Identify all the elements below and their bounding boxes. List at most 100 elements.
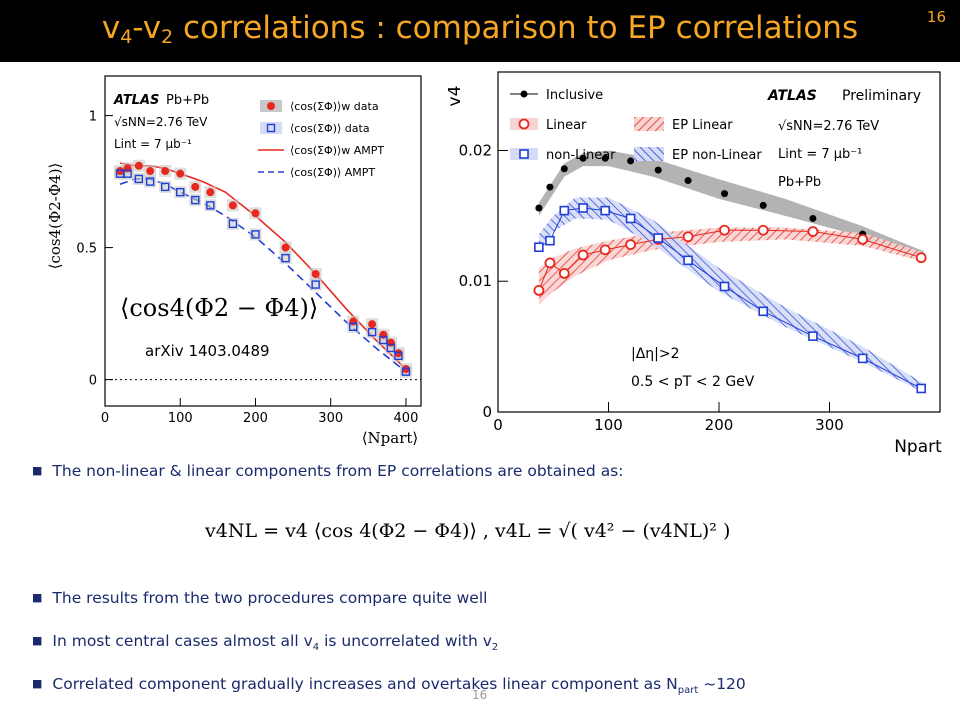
right-y-tick-label: 0.02 (459, 141, 492, 159)
left-data-point (368, 320, 377, 329)
left-y-tick-label: 0 (89, 374, 97, 389)
left-data-point (176, 187, 185, 197)
right-data-point (721, 190, 729, 198)
right-data-point (601, 154, 609, 162)
right-data-point (546, 183, 554, 191)
left-data-point (281, 243, 290, 252)
left-data-point (228, 219, 238, 229)
bullet-item: ■ In most central cases almost all v4 is … (32, 632, 498, 653)
right-legend-marker (519, 149, 529, 159)
right-system-label: Pb+Pb (778, 175, 821, 190)
bullet-text: In most central cases almost all v (52, 632, 313, 650)
right-data-point (683, 255, 693, 266)
bullet-subscript: 2 (491, 642, 499, 654)
left-y-tick-label: 1 (89, 110, 97, 125)
right-legend-marker (518, 118, 530, 130)
right-data-point (545, 235, 555, 246)
right-data-point (535, 204, 543, 212)
right-legend-label: Linear (546, 118, 587, 133)
left-data-point (161, 167, 170, 176)
left-x-tick-label: 0 (101, 411, 109, 426)
right-data-point (757, 224, 769, 236)
right-x-axis-label: Npart (894, 437, 942, 457)
left-data-point (191, 182, 200, 191)
left-lumi-label: Lint = 7 μb⁻¹ (114, 137, 192, 151)
bullet-text: ~120 (698, 675, 746, 693)
footer-number: 16 (472, 688, 488, 702)
right-x-tick-label: 300 (815, 416, 844, 434)
left-data-point (394, 349, 403, 358)
left-data-point (134, 174, 144, 184)
bullet-marker-icon: ■ (32, 464, 43, 477)
left-y-tick-label: 0.5 (76, 242, 97, 257)
bullet-marker-icon: ■ (32, 591, 43, 604)
title-bar: v4-v2 correlations : comparison to EP co… (0, 0, 960, 62)
right-data-point (653, 233, 664, 243)
right-data-point (807, 226, 819, 237)
title-part: -v (132, 10, 162, 46)
left-x-tick-label: 200 (243, 411, 268, 426)
right-data-point (544, 257, 556, 269)
bullet-item: ■ The non-linear & linear components from… (32, 462, 623, 480)
right-legend-label: EP Linear (672, 118, 733, 133)
right-legend-swatch (634, 117, 664, 131)
left-data-point (281, 253, 290, 263)
left-data-point (349, 322, 358, 331)
right-data-point (577, 249, 589, 261)
right-data-point (857, 233, 869, 245)
right-data-point (579, 154, 587, 162)
right-data-point (682, 231, 694, 243)
bullet-subscript: 4 (312, 642, 320, 654)
right-data-point (625, 213, 636, 224)
left-legend-marker (266, 123, 276, 133)
left-syst-box (309, 278, 322, 291)
right-band (538, 150, 924, 259)
right-energy-label: √sNN=2.76 TeV (778, 119, 879, 134)
right-atlas-label: ATLAS (767, 88, 817, 104)
right-eta-label: |Δη|>2 (631, 346, 680, 362)
left-data-point (160, 182, 170, 192)
bullet-text: The results from the two procedures comp… (52, 589, 488, 607)
left-energy-label: √sNN=2.76 TeV (114, 115, 208, 129)
left-annotation-ref: arXiv 1403.0489 (145, 342, 270, 360)
right-data-point (719, 224, 730, 236)
right-data-point (809, 214, 817, 222)
right-legend-marker (520, 90, 528, 98)
left-data-point (206, 201, 215, 210)
title-subscript: 4 (120, 26, 133, 48)
bullet-text: is uncorrelated with v (319, 632, 492, 650)
right-legend-label: Inclusive (546, 88, 603, 103)
left-data-point (251, 230, 260, 239)
left-data-point (386, 343, 396, 353)
title-part: correlations : comparison to EP correlat… (173, 10, 859, 46)
bullet-text: The non-linear & linear components from … (52, 462, 624, 480)
right-x-tick-label: 0 (493, 416, 503, 434)
left-data-point (134, 161, 143, 170)
right-data-point (533, 284, 545, 296)
left-legend-label: ⟨cos(ΣΦ)⟩w data (290, 100, 379, 113)
right-y-axis-label: v4 (448, 86, 465, 107)
left-data-point (386, 338, 395, 347)
right-data-point (758, 306, 769, 317)
left-data-point (367, 327, 377, 337)
bullet-marker-icon: ■ (32, 677, 43, 690)
right-legend-swatch (634, 147, 664, 161)
right-data-point (600, 205, 610, 216)
right-x-tick-label: 100 (594, 416, 623, 434)
right-band (538, 197, 924, 393)
right-data-point (558, 267, 570, 279)
left-data-point (401, 367, 411, 376)
bullet-item: ■ The results from the two procedures com… (32, 589, 487, 607)
left-data-point (116, 167, 125, 176)
right-legend-label: EP non-Linear (672, 148, 762, 163)
left-x-tick-label: 100 (168, 411, 193, 426)
left-data-point (146, 167, 155, 176)
right-data-point (759, 201, 767, 209)
formula: v4NL = v4 ⟨cos 4(Φ2 − Φ4)⟩ , v4L = √( v4… (205, 520, 731, 542)
left-data-point (251, 209, 260, 218)
left-system-label: Pb+Pb (166, 93, 209, 108)
left-atlas-label: ATLAS (113, 93, 159, 108)
right-data-point (625, 239, 637, 251)
title-part: v (101, 10, 121, 46)
left-data-point (401, 365, 410, 374)
